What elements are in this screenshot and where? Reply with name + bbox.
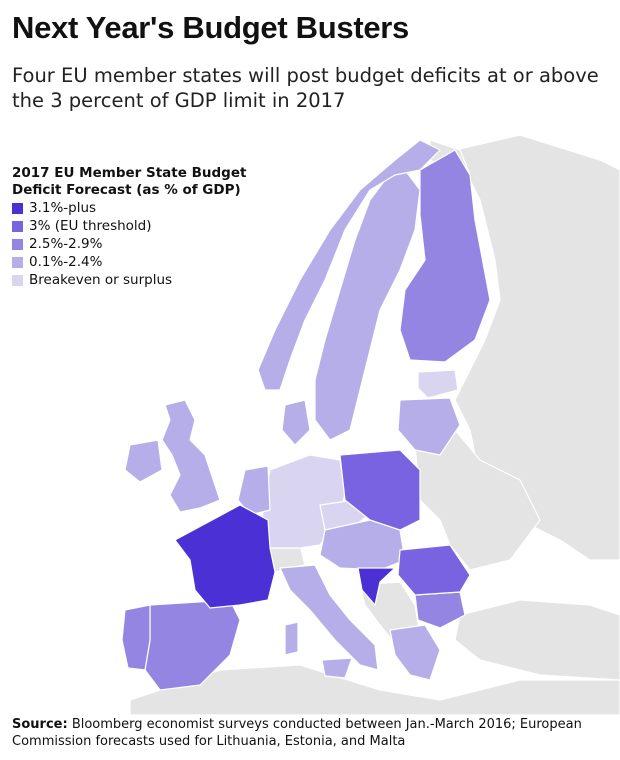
region-latvia-lithuania [397, 397, 461, 456]
region-sicily [321, 657, 353, 679]
map-legend: 2017 EU Member State Budget Deficit Fore… [12, 165, 272, 289]
region-north-africa [129, 664, 620, 716]
legend-item: Breakeven or surplus [12, 271, 272, 289]
legend-item: 0.1%-2.4% [12, 253, 272, 271]
legend-label: 2.5%-2.9% [29, 236, 103, 252]
region-ukraine-belarus [414, 429, 541, 571]
region-greece [389, 624, 441, 681]
chart-subtitle: Four EU member states will post budget d… [12, 64, 599, 112]
chart-title: Next Year's Budget Busters [12, 10, 409, 45]
region-portugal [121, 604, 151, 671]
source-text: Bloomberg economist surveys conducted be… [12, 717, 582, 749]
legend-swatch [12, 220, 23, 232]
region-romania [397, 544, 471, 596]
source-note: Source: Bloomberg economist surveys cond… [12, 716, 612, 750]
legend-label: 0.1%-2.4% [29, 254, 103, 270]
legend-swatch [12, 274, 23, 286]
region-france [174, 504, 276, 609]
legend-swatch [12, 202, 23, 214]
legend-title-line2: Deficit Forecast (as % of GDP) [12, 182, 241, 198]
region-uk [161, 399, 221, 513]
region-croatia [357, 567, 396, 606]
region-turkey [454, 599, 620, 681]
region-norway [257, 139, 441, 391]
legend-swatch [12, 256, 23, 268]
legend-swatch [12, 238, 23, 250]
legend-item: 2.5%-2.9% [12, 235, 272, 253]
region-estonia [417, 369, 459, 399]
region-netherlands-belgium [237, 465, 271, 516]
legend-label: 3.1%-plus [29, 200, 97, 216]
region-sardinia [284, 621, 299, 656]
region-denmark [281, 399, 311, 446]
region-ireland [124, 439, 163, 483]
region-finland [399, 149, 491, 363]
region-sweden [314, 169, 421, 441]
legend-item: 3% (EU threshold) [12, 217, 272, 235]
source-label: Source: [12, 717, 68, 732]
legend-item: 3.1%-plus [12, 199, 272, 217]
legend-label: 3% (EU threshold) [29, 218, 152, 234]
legend-label: Breakeven or surplus [29, 272, 173, 288]
region-italy [279, 564, 379, 671]
legend-title-line1: 2017 EU Member State Budget [12, 165, 247, 181]
region-poland [339, 449, 421, 531]
region-bulgaria [414, 591, 466, 629]
